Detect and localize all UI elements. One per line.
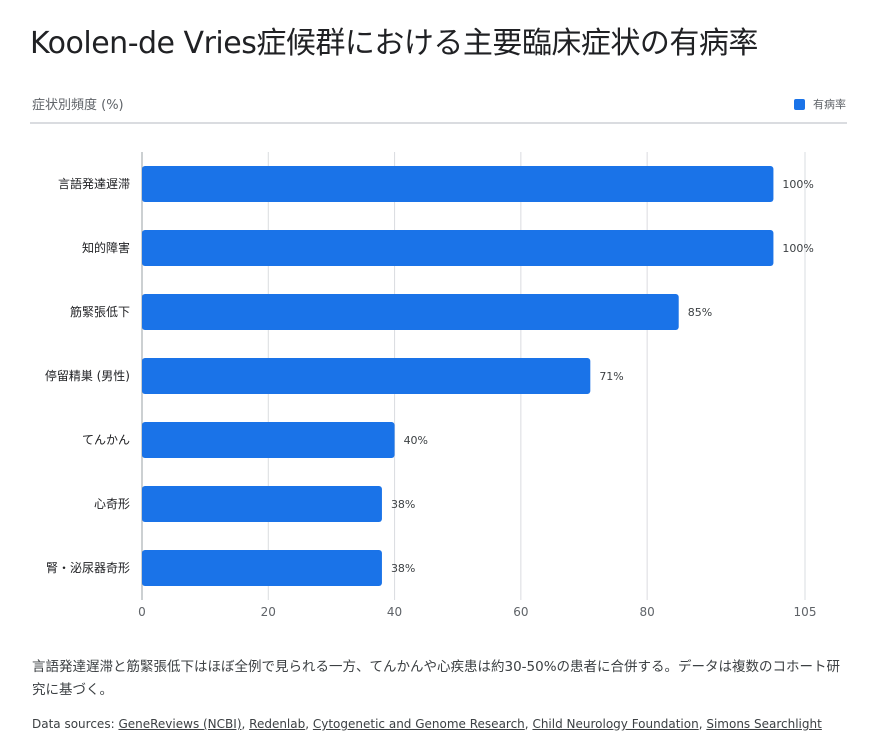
data-label: 85% <box>688 306 712 319</box>
data-label: 38% <box>391 562 415 575</box>
data-label: 38% <box>391 498 415 511</box>
bar-chart: 0 20 40 60 80 105 言語発達遅滞 100% 知的障害 100% 筋緊張低下 85% 停留… <box>45 152 817 619</box>
bar <box>142 550 382 586</box>
data-label: 100% <box>782 178 813 191</box>
legend-swatch <box>794 98 805 110</box>
legend: 有病率 <box>794 96 846 112</box>
data-label: 71% <box>599 370 623 383</box>
category-label: 腎・泌尿器奇形 <box>46 561 130 575</box>
source-link[interactable]: Simons Searchlight <box>706 717 822 731</box>
chart-note: 言語発達遅滞と筋緊張低下はほぼ全例で見られる一方、てんかんや心疾患は約30-50… <box>32 659 841 698</box>
category-label: 知的障害 <box>82 240 130 255</box>
data-sources: Data sources: GeneReviews (NCBI), Redenl… <box>32 717 822 731</box>
legend-label: 有病率 <box>813 98 846 111</box>
sources-label: Data sources: <box>32 717 115 731</box>
category-label: 停留精巣 (男性) <box>45 368 130 383</box>
category-label: 心奇形 <box>94 497 130 511</box>
bar <box>142 294 679 330</box>
data-label: 100% <box>782 242 813 255</box>
category-label: てんかん <box>82 433 130 447</box>
bar <box>142 422 395 458</box>
bar <box>142 486 382 522</box>
bar <box>142 230 774 266</box>
x-tick-label: 20 <box>261 605 276 619</box>
source-link[interactable]: Child Neurology Foundation <box>532 717 699 731</box>
x-tick-label: 40 <box>387 605 402 619</box>
source-link[interactable]: Redenlab <box>249 717 306 731</box>
x-tick-label: 80 <box>640 605 655 619</box>
source-link[interactable]: GeneReviews (NCBI) <box>118 717 242 731</box>
category-label: 言語発達遅滞 <box>58 176 130 191</box>
x-tick-label: 60 <box>513 605 528 619</box>
category-label: 筋緊張低下 <box>70 304 130 319</box>
chart-title: Koolen-de Vries症候群における主要臨床症状の有病率 <box>30 26 758 61</box>
header-divider <box>30 122 847 124</box>
chart-subtitle: 症状別頻度 (%) <box>32 98 124 113</box>
bar <box>142 166 774 202</box>
x-tick-label: 105 <box>794 605 817 619</box>
bar <box>142 358 591 394</box>
x-tick-label: 0 <box>138 605 146 619</box>
data-label: 40% <box>404 434 428 447</box>
source-link[interactable]: Cytogenetic and Genome Research <box>312 717 525 731</box>
